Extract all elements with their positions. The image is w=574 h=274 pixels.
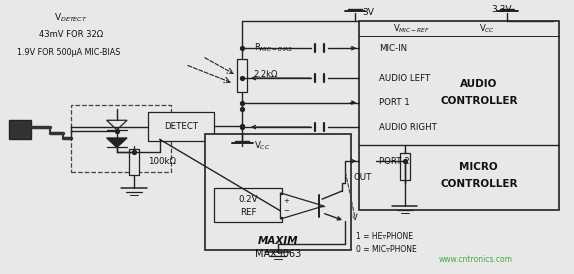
Text: −: − (283, 208, 289, 214)
Polygon shape (107, 120, 127, 130)
Text: V$_{MIC-REF}$: V$_{MIC-REF}$ (393, 23, 430, 35)
Text: V$_{CC}$: V$_{CC}$ (479, 23, 495, 35)
Bar (214, 188, 282, 222)
Text: 2.2kΩ: 2.2kΩ (254, 70, 278, 79)
Text: 3V: 3V (362, 8, 374, 17)
Bar (9, 120, 32, 139)
Text: MIC-IN: MIC-IN (379, 44, 407, 53)
Bar (359, 21, 559, 210)
Bar (205, 134, 351, 250)
Text: MAX9063: MAX9063 (255, 249, 301, 259)
Text: R$_{MIC-BIAS}$: R$_{MIC-BIAS}$ (254, 41, 293, 54)
Text: V$_{CC}$: V$_{CC}$ (254, 140, 270, 152)
Text: 1 = HE▿PHONE: 1 = HE▿PHONE (356, 232, 413, 240)
Text: CONTROLLER: CONTROLLER (440, 179, 518, 189)
Text: 3.3V: 3.3V (491, 5, 512, 14)
Text: OUT: OUT (354, 173, 372, 182)
Text: 100kΩ: 100kΩ (148, 157, 176, 166)
Text: CONTROLLER: CONTROLLER (440, 96, 518, 106)
Text: +: + (283, 198, 289, 204)
Text: AUDIO LEFT: AUDIO LEFT (379, 74, 430, 82)
Text: PORT 2: PORT 2 (379, 156, 410, 165)
Text: 0.2V: 0.2V (238, 195, 258, 204)
Text: MICRO: MICRO (460, 161, 498, 172)
Text: V$_{DETECT}$: V$_{DETECT}$ (55, 12, 88, 24)
Text: 1.9V FOR 500μA MIC-BIAS: 1.9V FOR 500μA MIC-BIAS (17, 48, 120, 57)
Text: www.cntronics.com: www.cntronics.com (439, 255, 513, 264)
Bar (129, 149, 139, 175)
Text: PORT 1: PORT 1 (379, 98, 410, 107)
Text: AUDIO RIGHT: AUDIO RIGHT (379, 122, 437, 132)
Bar (148, 112, 214, 141)
Polygon shape (281, 193, 324, 219)
Polygon shape (107, 138, 127, 147)
Text: REF: REF (240, 208, 256, 216)
Text: 43mV FOR 32Ω: 43mV FOR 32Ω (39, 30, 103, 39)
Text: ΜAXIΜ: ΜAXIΜ (258, 236, 298, 246)
Text: AUDIO: AUDIO (460, 79, 498, 89)
Text: DETECT: DETECT (164, 122, 198, 131)
Bar (71, 105, 171, 172)
Bar (237, 59, 247, 92)
Bar (400, 153, 410, 180)
Text: 0 = MIC▿PHONE: 0 = MIC▿PHONE (356, 245, 417, 254)
